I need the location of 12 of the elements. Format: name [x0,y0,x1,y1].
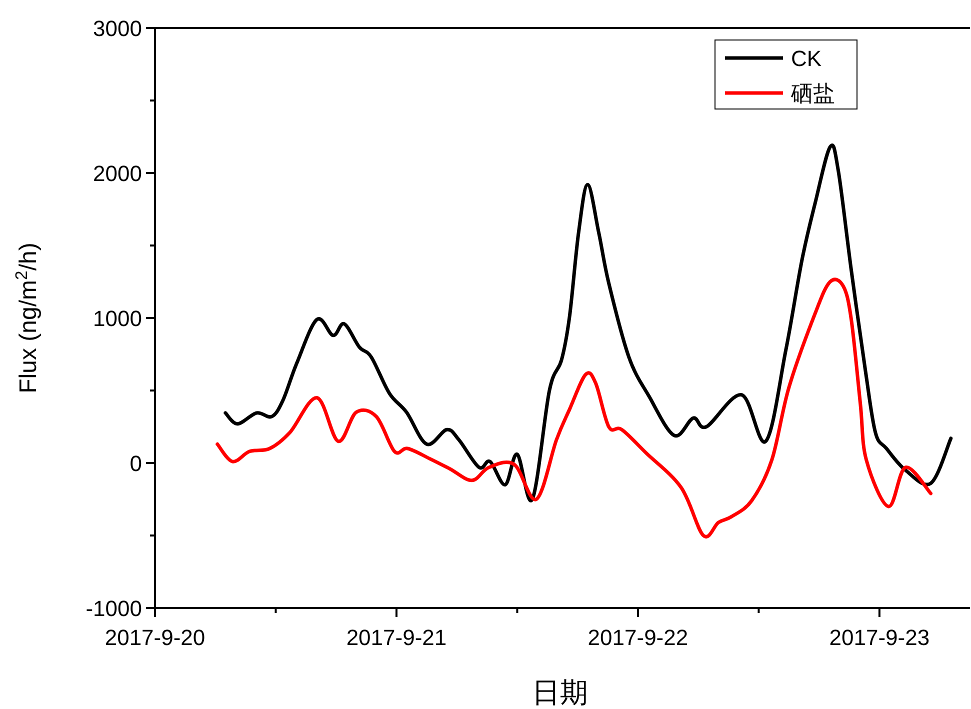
x-axis-title: 日期 [532,677,588,708]
x-tick-label: 2017-9-20 [104,625,206,650]
y-tick-label: -1000 [86,596,142,621]
x-tick-label: 2017-9-23 [829,625,930,650]
y-tick-label: 3000 [93,16,142,41]
legend-label: 硒盐 [790,81,835,106]
x-tick-label: 2017-9-21 [346,625,447,650]
y-tick-label: 0 [130,451,142,476]
y-tick-label: 1000 [93,306,142,331]
legend-label: CK [791,46,822,71]
x-tick-label: 2017-9-22 [588,625,688,650]
y-tick-label: 2000 [93,161,142,186]
